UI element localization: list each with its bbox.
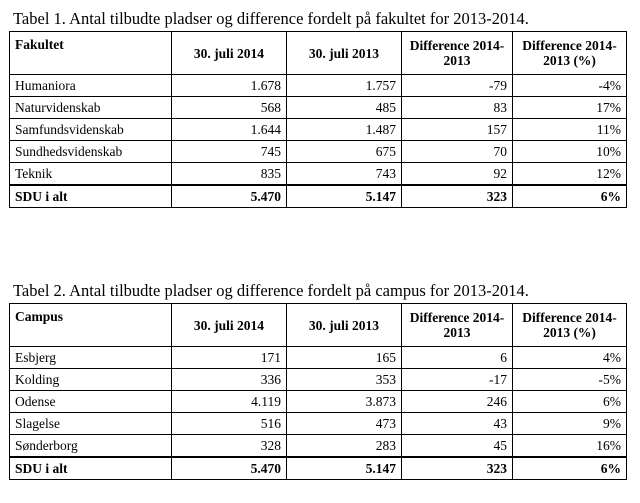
cell-difference-pct: 11% [512,118,627,141]
cell-difference: 246 [401,390,513,413]
total-cell-difference-pct: 6% [512,184,627,208]
cell-name: Esbjerg [9,346,172,369]
cell-july-2014: 336 [171,368,287,391]
cell-july-2014: 171 [171,346,287,369]
cell-name: Kolding [9,368,172,391]
cell-july-2013: 675 [286,140,402,163]
column-header-july-2014: 30. juli 2014 [171,303,287,347]
cell-name: Odense [9,390,172,413]
cell-difference: 43 [401,412,513,435]
cell-july-2013: 1.487 [286,118,402,141]
cell-july-2014: 516 [171,412,287,435]
total-cell-july-2014: 5.470 [171,184,287,208]
table-row: Sundhedsvidenskab 745 675 70 10% [9,140,627,163]
cell-name: Humaniora [9,74,172,97]
total-cell-july-2013: 5.147 [286,456,402,480]
cell-july-2013: 743 [286,162,402,186]
cell-july-2014: 1.644 [171,118,287,141]
column-header-name: Campus [9,303,172,347]
cell-difference: 92 [401,162,513,186]
column-header-difference-pct: Difference 2014-2013 (%) [512,31,627,75]
campus-table: Campus 30. juli 2014 30. juli 2013 Differen… [9,303,627,480]
cell-name: Sundhedsvidenskab [9,140,172,163]
cell-july-2013: 485 [286,96,402,119]
cell-difference-pct: 17% [512,96,627,119]
cell-difference: 70 [401,140,513,163]
column-header-july-2013: 30. juli 2013 [286,303,402,347]
cell-name: Teknik [9,162,172,186]
table-1-caption: Tabel 1. Antal tilbudte pladser og diffe… [13,9,529,28]
table-row: Odense 4.119 3.873 246 6% [9,390,627,413]
cell-july-2014: 328 [171,434,287,458]
column-header-difference: Difference 2014-2013 [401,303,513,347]
header-row: Fakultet 30. juli 2014 30. juli 2013 Differ… [9,31,627,75]
cell-difference-pct: 12% [512,162,627,186]
total-cell-name: SDU i alt [9,456,172,480]
cell-difference-pct: -5% [512,368,627,391]
cell-difference-pct: 6% [512,390,627,413]
table-row: Samfundsvidenskab 1.644 1.487 157 11% [9,118,627,141]
total-row: SDU i alt 5.470 5.147 323 6% [9,184,627,208]
cell-july-2014: 745 [171,140,287,163]
cell-difference: 83 [401,96,513,119]
faculty-table: Fakultet 30. juli 2014 30. juli 2013 Differ… [9,31,627,208]
cell-july-2013: 283 [286,434,402,458]
cell-july-2014: 835 [171,162,287,186]
table-row: Naturvidenskab 568 485 83 17% [9,96,627,119]
total-cell-name: SDU i alt [9,184,172,208]
cell-difference-pct: 4% [512,346,627,369]
table-row: Teknik 835 743 92 12% [9,162,627,186]
cell-difference-pct: 10% [512,140,627,163]
cell-july-2014: 568 [171,96,287,119]
cell-difference: 45 [401,434,513,458]
cell-difference-pct: 9% [512,412,627,435]
cell-difference: 157 [401,118,513,141]
total-row: SDU i alt 5.470 5.147 323 6% [9,456,627,480]
cell-july-2013: 353 [286,368,402,391]
cell-name: Slagelse [9,412,172,435]
cell-july-2013: 473 [286,412,402,435]
cell-name: Naturvidenskab [9,96,172,119]
column-header-name: Fakultet [9,31,172,75]
column-header-july-2014: 30. juli 2014 [171,31,287,75]
column-header-difference: Difference 2014-2013 [401,31,513,75]
cell-name: Samfundsvidenskab [9,118,172,141]
table-row: Esbjerg 171 165 6 4% [9,346,627,369]
column-header-july-2013: 30. juli 2013 [286,31,402,75]
cell-difference: 6 [401,346,513,369]
cell-difference: -17 [401,368,513,391]
column-header-difference-pct: Difference 2014-2013 (%) [512,303,627,347]
cell-july-2013: 3.873 [286,390,402,413]
cell-july-2013: 165 [286,346,402,369]
cell-july-2014: 1.678 [171,74,287,97]
table-row: Slagelse 516 473 43 9% [9,412,627,435]
total-cell-difference: 323 [401,456,513,480]
cell-july-2014: 4.119 [171,390,287,413]
table-2-caption: Tabel 2. Antal tilbudte pladser og diffe… [13,281,529,300]
total-cell-july-2014: 5.470 [171,456,287,480]
table-row: Kolding 336 353 -17 -5% [9,368,627,391]
cell-name: Sønderborg [9,434,172,458]
table-row: Sønderborg 328 283 45 16% [9,434,627,458]
cell-difference: -79 [401,74,513,97]
cell-difference-pct: 16% [512,434,627,458]
total-cell-difference-pct: 6% [512,456,627,480]
cell-difference-pct: -4% [512,74,627,97]
header-row: Campus 30. juli 2014 30. juli 2013 Differen… [9,303,627,347]
total-cell-july-2013: 5.147 [286,184,402,208]
total-cell-difference: 323 [401,184,513,208]
cell-july-2013: 1.757 [286,74,402,97]
table-row: Humaniora 1.678 1.757 -79 -4% [9,74,627,97]
